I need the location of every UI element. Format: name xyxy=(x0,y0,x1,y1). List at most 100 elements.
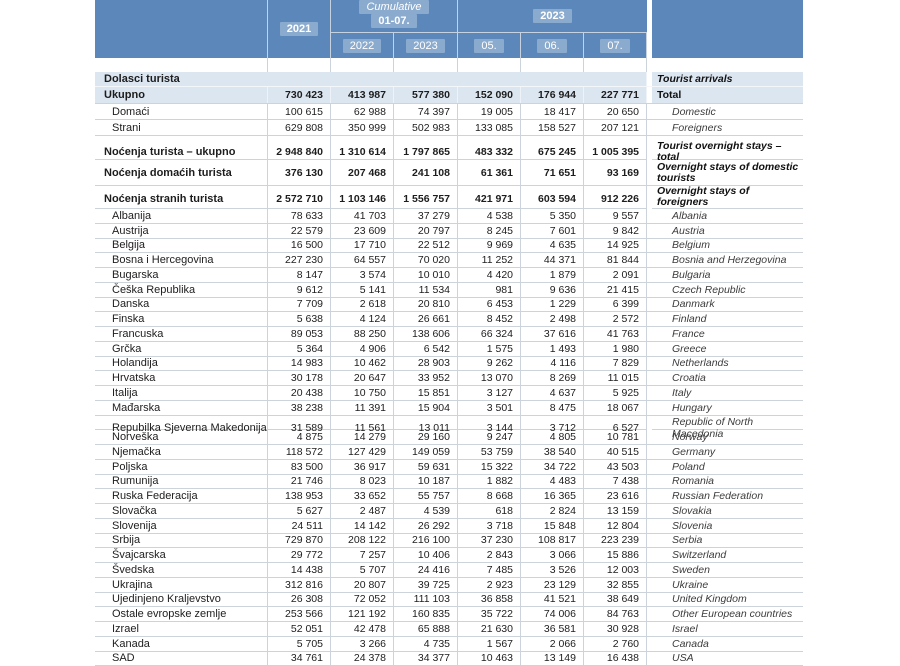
value-cell: 2 948 840 xyxy=(268,141,331,163)
country-name-en: Norway xyxy=(672,431,708,444)
value-cell: 1 882 xyxy=(458,474,521,489)
value-cell: 138 953 xyxy=(268,489,331,503)
value-cell: 20 797 xyxy=(394,223,458,238)
year-2021-label: 2021 xyxy=(279,22,319,36)
value-cell: 29 772 xyxy=(268,548,331,562)
country-name-en: Netherlands xyxy=(672,357,729,370)
value-cell: 38 540 xyxy=(521,445,584,459)
table-row-country: Ostale evropske zemlje 253 566 121 192 1… xyxy=(95,607,803,622)
row-label-hr: Domaći xyxy=(95,104,268,119)
row-label-en: Tourist overnight stays – total xyxy=(657,140,782,163)
value-cell: 15 904 xyxy=(394,400,458,415)
value-cell: 3 712 xyxy=(521,415,584,440)
country-name-en: Belgium xyxy=(672,239,710,252)
value-cell: 16 500 xyxy=(268,238,331,253)
value-cell: 8 023 xyxy=(331,474,394,489)
value-cell: 2 824 xyxy=(521,504,584,518)
value-cell: 10 463 xyxy=(458,651,521,666)
country-name-hr: Belgija xyxy=(95,238,268,253)
row-label-en: Domestic xyxy=(672,105,716,118)
value-cell: 5 364 xyxy=(268,341,331,356)
value-cell: 22 579 xyxy=(268,223,331,238)
value-cell: 1 493 xyxy=(521,341,584,356)
value-cell: 2 760 xyxy=(584,636,647,651)
cum-year-2022-label: 2022 xyxy=(342,38,382,53)
header-month-07: 07. xyxy=(584,33,647,58)
value-cell: 5 350 xyxy=(521,209,584,223)
value-cell: 20 438 xyxy=(268,386,331,400)
value-cell: 38 649 xyxy=(584,592,647,607)
value-cell: 20 807 xyxy=(331,577,394,592)
value-cell: 11 391 xyxy=(331,400,394,415)
value-cell: 5 705 xyxy=(268,636,331,651)
gap-column xyxy=(647,651,652,666)
table-row-arrivals-domestic: Domaći 100 615 62 988 74 397 19 005 18 4… xyxy=(95,104,803,120)
value-cell: 41 763 xyxy=(584,327,647,341)
country-name-hr: Ruska Federacija xyxy=(95,489,268,503)
value-cell: 31 589 xyxy=(268,415,331,440)
value-cell: 6 399 xyxy=(584,297,647,312)
value-cell: 5 638 xyxy=(268,312,331,326)
table-row-country: Hrvatska 30 178 20 647 33 952 13 070 8 2… xyxy=(95,371,803,386)
gap-column xyxy=(647,459,652,474)
value-cell: 10 462 xyxy=(331,356,394,371)
header-english-column xyxy=(652,0,803,58)
value-cell: 8 245 xyxy=(458,223,521,238)
value-cell: 15 848 xyxy=(521,518,584,533)
value-cell: 618 xyxy=(458,504,521,518)
country-name-hr: Holandija xyxy=(95,356,268,371)
gap-column xyxy=(647,577,652,592)
value-cell: 6 542 xyxy=(394,341,458,356)
header-month-05: 05. xyxy=(458,33,521,58)
row-label-hr: Noćenja turista – ukupno xyxy=(95,141,268,163)
gap-column xyxy=(647,622,652,636)
value-cell: 41 703 xyxy=(331,209,394,223)
country-name-en: Slovenia xyxy=(672,519,713,532)
value-cell: 36 858 xyxy=(458,592,521,607)
value-cell: 981 xyxy=(458,282,521,297)
value-cell: 3 718 xyxy=(458,518,521,533)
value-cell: 5 627 xyxy=(268,504,331,518)
country-name-hr: SAD xyxy=(95,651,268,666)
country-name-en: Ukraine xyxy=(672,578,709,591)
value-cell: 160 835 xyxy=(394,607,458,621)
gap-column xyxy=(647,563,652,577)
gap-column xyxy=(647,341,652,356)
value-cell: 14 142 xyxy=(331,518,394,533)
value-cell: 4 635 xyxy=(521,238,584,253)
value-cell: 3 127 xyxy=(458,386,521,400)
value-cell: 12 804 xyxy=(584,518,647,533)
value-cell: 23 129 xyxy=(521,577,584,592)
value-cell: 11 561 xyxy=(331,415,394,440)
value-cell: 64 557 xyxy=(331,253,394,267)
gap-column xyxy=(647,297,652,312)
country-name-en: Austria xyxy=(672,224,705,237)
header-2023-group: 2023 xyxy=(458,0,647,33)
spacer-row xyxy=(95,58,803,72)
value-cell: 7 438 xyxy=(584,474,647,489)
value-cell: 118 572 xyxy=(268,445,331,459)
value-cell: 4 116 xyxy=(521,356,584,371)
value-cell: 100 615 xyxy=(268,104,331,119)
month-05-label: 05. xyxy=(474,38,504,53)
table-row-country: Albanija 78 633 41 703 37 279 4 538 5 35… xyxy=(95,209,803,224)
table-row-country: Ujedinjeno Kraljevstvo 26 308 72 052 111… xyxy=(95,592,803,608)
value-cell: 227 230 xyxy=(268,253,331,267)
value-cell: 15 322 xyxy=(458,459,521,474)
gap-column xyxy=(647,474,652,489)
value-cell: 3 066 xyxy=(521,548,584,562)
table-row-country: Srbija 729 870 208 122 216 100 37 230 10… xyxy=(95,533,803,549)
value-cell: 26 292 xyxy=(394,518,458,533)
value-cell: 38 238 xyxy=(268,400,331,415)
value-cell: 5 707 xyxy=(331,563,394,577)
table-row-country: Bosna i Hercegovina 227 230 64 557 70 02… xyxy=(95,253,803,268)
country-name-en: Finland xyxy=(672,313,707,326)
value-cell: 36 581 xyxy=(521,622,584,636)
country-name-en: Canada xyxy=(672,637,709,650)
gap-column xyxy=(647,356,652,371)
value-cell: 84 763 xyxy=(584,607,647,621)
value-cell: 3 526 xyxy=(521,563,584,577)
value-cell: 8 147 xyxy=(268,268,331,282)
value-cell: 5 925 xyxy=(584,386,647,400)
country-name-hr: Švajcarska xyxy=(95,548,268,562)
